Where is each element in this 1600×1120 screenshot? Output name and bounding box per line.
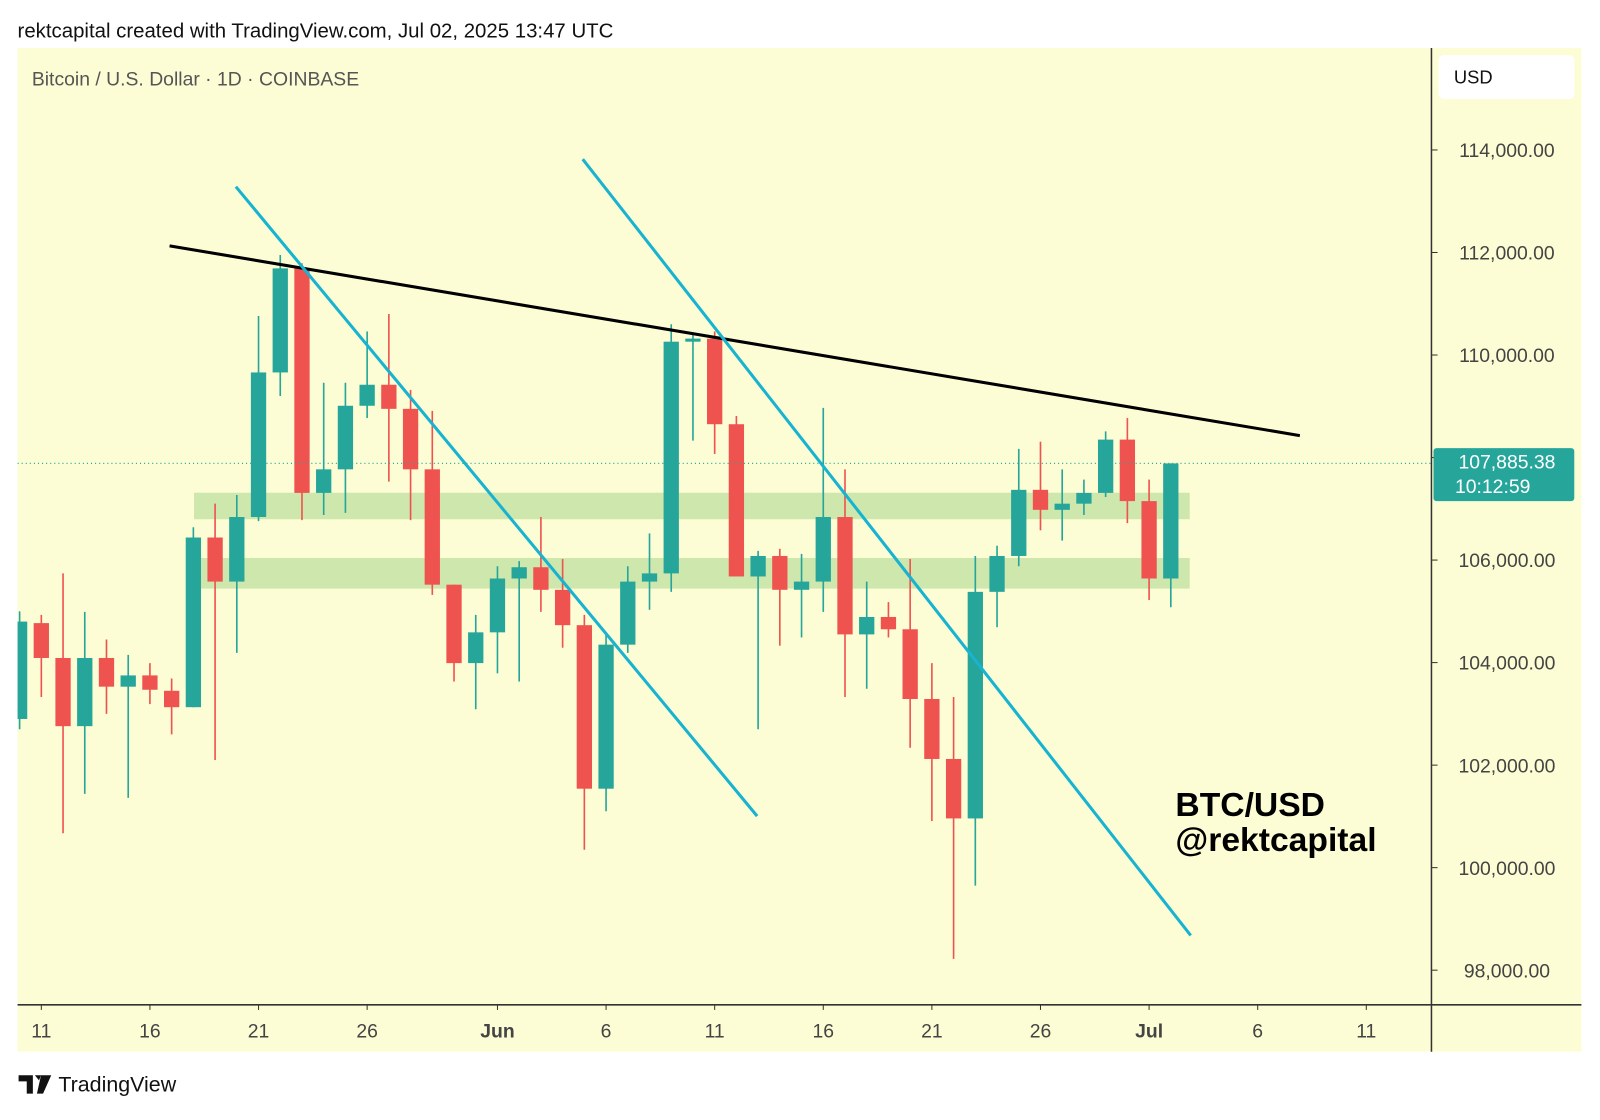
x-tick-label: 16 bbox=[812, 1020, 834, 1042]
y-tick-label: 98,000.00 bbox=[1464, 960, 1550, 982]
last-price-box bbox=[1433, 448, 1575, 502]
candle-body bbox=[815, 517, 831, 582]
candle-body bbox=[554, 589, 571, 626]
candle-body bbox=[1097, 439, 1114, 493]
watermark: @rektcapital bbox=[1175, 822, 1376, 859]
trend-line bbox=[581, 158, 1192, 937]
candle-body bbox=[489, 578, 506, 633]
currency: USD bbox=[1454, 67, 1493, 88]
currency-box bbox=[1438, 55, 1575, 99]
candle-body bbox=[1163, 463, 1179, 579]
candle-body bbox=[793, 581, 810, 590]
x-tick-label: 11 bbox=[705, 1020, 725, 1042]
candle-body bbox=[77, 657, 93, 727]
candle-body bbox=[337, 405, 354, 470]
candle-body bbox=[576, 625, 592, 789]
candle-body bbox=[924, 698, 940, 759]
drawings bbox=[169, 158, 1301, 937]
countdown: 10:12:59 bbox=[1455, 476, 1530, 498]
candle-body bbox=[17, 621, 28, 719]
candle-body bbox=[750, 555, 766, 577]
candle-body bbox=[402, 408, 419, 470]
x-tick-label: 16 bbox=[139, 1020, 161, 1042]
candle-body bbox=[381, 384, 397, 409]
last-price-label: 107,885.38 bbox=[1458, 452, 1555, 474]
candle-body bbox=[880, 616, 897, 630]
tv-logo bbox=[18, 1075, 52, 1094]
candle-body bbox=[1076, 492, 1092, 504]
candle-body bbox=[207, 537, 223, 582]
candle-body bbox=[837, 517, 853, 635]
y-tick-label: 106,000.00 bbox=[1458, 550, 1555, 572]
candle-body bbox=[250, 372, 267, 518]
candle-body bbox=[294, 268, 310, 493]
candle-body bbox=[272, 268, 288, 373]
candle-body bbox=[902, 629, 918, 699]
x-tick-label: 26 bbox=[1030, 1020, 1052, 1042]
x-tick-label: 6 bbox=[1252, 1020, 1263, 1042]
candle-body bbox=[967, 591, 983, 819]
candle-body bbox=[1011, 489, 1027, 556]
zone bbox=[194, 558, 1190, 589]
candle-body bbox=[446, 584, 462, 664]
x-tick-label: 21 bbox=[921, 1020, 943, 1042]
y-tick-label: 114,000.00 bbox=[1459, 140, 1555, 162]
x-tick-label: 26 bbox=[356, 1020, 378, 1042]
candle-body bbox=[685, 338, 701, 342]
candle-body bbox=[989, 555, 1005, 592]
candle-body bbox=[359, 384, 375, 406]
candle-body bbox=[620, 581, 636, 645]
candle-body bbox=[945, 758, 962, 819]
candle-body bbox=[468, 632, 484, 664]
candle-body bbox=[316, 469, 332, 493]
candle-body bbox=[598, 644, 614, 789]
candle-body bbox=[663, 341, 679, 574]
y-tick-label: 102,000.00 bbox=[1458, 755, 1555, 777]
trend-line bbox=[234, 185, 759, 818]
candle-body bbox=[728, 424, 745, 577]
y-tick-label: 112,000.00 bbox=[1459, 243, 1555, 265]
candle-body bbox=[1054, 503, 1070, 510]
candle-body bbox=[1141, 501, 1157, 579]
candle-body bbox=[859, 616, 875, 635]
symbol-title: Bitcoin / U.S. Dollar · 1D · COINBASE bbox=[32, 69, 359, 91]
candle-body bbox=[641, 573, 658, 582]
candle-body bbox=[55, 657, 71, 727]
y-tick-label: 104,000.00 bbox=[1458, 653, 1555, 675]
candle-body bbox=[707, 338, 723, 425]
candle-body bbox=[424, 469, 440, 585]
x-tick-label: 21 bbox=[248, 1020, 270, 1042]
x-tick-label: Jul bbox=[1135, 1020, 1163, 1042]
candle-body bbox=[185, 537, 202, 708]
candle-body bbox=[533, 567, 549, 590]
candle-body bbox=[1119, 439, 1136, 502]
x-tick-label: Jun bbox=[480, 1020, 514, 1042]
chart-background bbox=[17, 47, 1582, 1052]
plot bbox=[17, 255, 1190, 959]
y-tick-label: 100,000.00 bbox=[1458, 858, 1555, 880]
candle-body bbox=[142, 675, 158, 690]
x-tick-label: 11 bbox=[1356, 1020, 1376, 1042]
candle-body bbox=[511, 567, 527, 579]
candle-body bbox=[33, 623, 49, 658]
y-tick-label: 110,000.00 bbox=[1459, 345, 1555, 367]
x-tick-label: 11 bbox=[31, 1020, 51, 1042]
watermark: BTC/USD bbox=[1175, 787, 1325, 824]
footer-brand: TradingView bbox=[58, 1073, 176, 1097]
candle-body bbox=[120, 675, 136, 687]
candle-body bbox=[1032, 489, 1049, 510]
resistance-line bbox=[169, 244, 1301, 438]
candle-body bbox=[98, 657, 115, 687]
candle-body bbox=[229, 517, 245, 582]
x-tick-label: 6 bbox=[601, 1020, 612, 1042]
candle-body bbox=[163, 690, 180, 708]
header: rektcapital created with TradingView.com… bbox=[18, 21, 614, 43]
candle-body bbox=[772, 555, 788, 590]
